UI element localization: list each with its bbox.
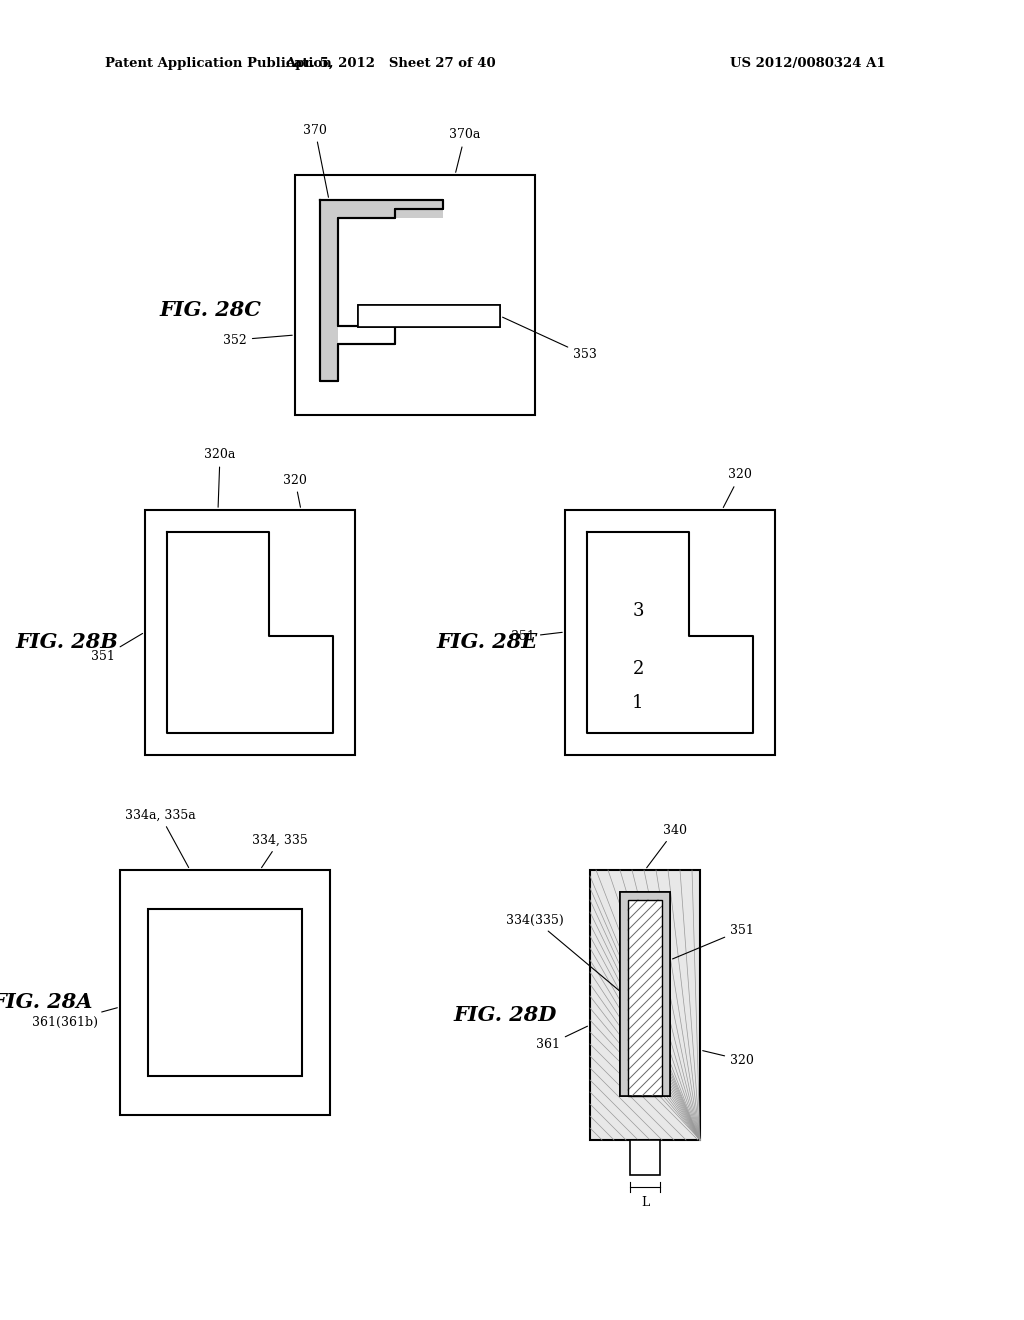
Bar	[565, 510, 775, 755]
Bar	[620, 892, 628, 1096]
Bar	[295, 176, 535, 414]
Text: 352: 352	[223, 334, 292, 346]
Text: FIG. 28C: FIG. 28C	[159, 300, 261, 319]
Bar	[620, 892, 670, 1096]
Text: 334a, 335a: 334a, 335a	[125, 808, 196, 867]
Text: 351: 351	[673, 924, 754, 958]
Text: 320: 320	[723, 469, 752, 507]
Text: 1: 1	[632, 694, 644, 711]
Bar	[358, 305, 500, 327]
Bar	[630, 1140, 660, 1175]
Bar	[628, 900, 662, 1096]
Text: FIG. 28B: FIG. 28B	[15, 632, 119, 652]
Bar	[620, 892, 670, 1096]
Text: 3: 3	[632, 602, 644, 620]
Text: 370: 370	[303, 124, 329, 197]
Bar	[590, 870, 700, 1140]
Bar	[620, 892, 670, 900]
Text: 320: 320	[702, 1051, 754, 1067]
Bar	[662, 892, 670, 1096]
Text: FIG. 28E: FIG. 28E	[436, 632, 538, 652]
Text: 361(361b): 361(361b)	[32, 1007, 118, 1028]
Text: 353: 353	[503, 317, 597, 362]
Text: 334(335): 334(335)	[506, 913, 626, 997]
Bar	[145, 510, 355, 755]
Text: 2: 2	[632, 660, 644, 678]
Text: 320a: 320a	[205, 449, 236, 507]
Text: 320: 320	[283, 474, 307, 507]
Text: FIG. 28D: FIG. 28D	[454, 1005, 557, 1026]
Text: 351: 351	[511, 631, 562, 644]
Bar	[358, 305, 500, 327]
Text: Apr. 5, 2012   Sheet 27 of 40: Apr. 5, 2012 Sheet 27 of 40	[285, 57, 496, 70]
Text: 334, 335: 334, 335	[252, 833, 308, 867]
Text: 340: 340	[647, 824, 687, 867]
Text: 351: 351	[91, 634, 142, 664]
Bar	[628, 900, 662, 1096]
Bar	[319, 201, 338, 381]
Bar	[148, 909, 302, 1076]
Text: Patent Application Publication: Patent Application Publication	[105, 57, 332, 70]
Bar	[319, 201, 443, 218]
Text: 361: 361	[536, 1026, 588, 1052]
Text: FIG. 28A: FIG. 28A	[0, 993, 93, 1012]
Bar	[120, 870, 330, 1115]
Text: US 2012/0080324 A1: US 2012/0080324 A1	[730, 57, 886, 70]
Text: 370a: 370a	[450, 128, 480, 173]
Text: L: L	[641, 1196, 649, 1209]
